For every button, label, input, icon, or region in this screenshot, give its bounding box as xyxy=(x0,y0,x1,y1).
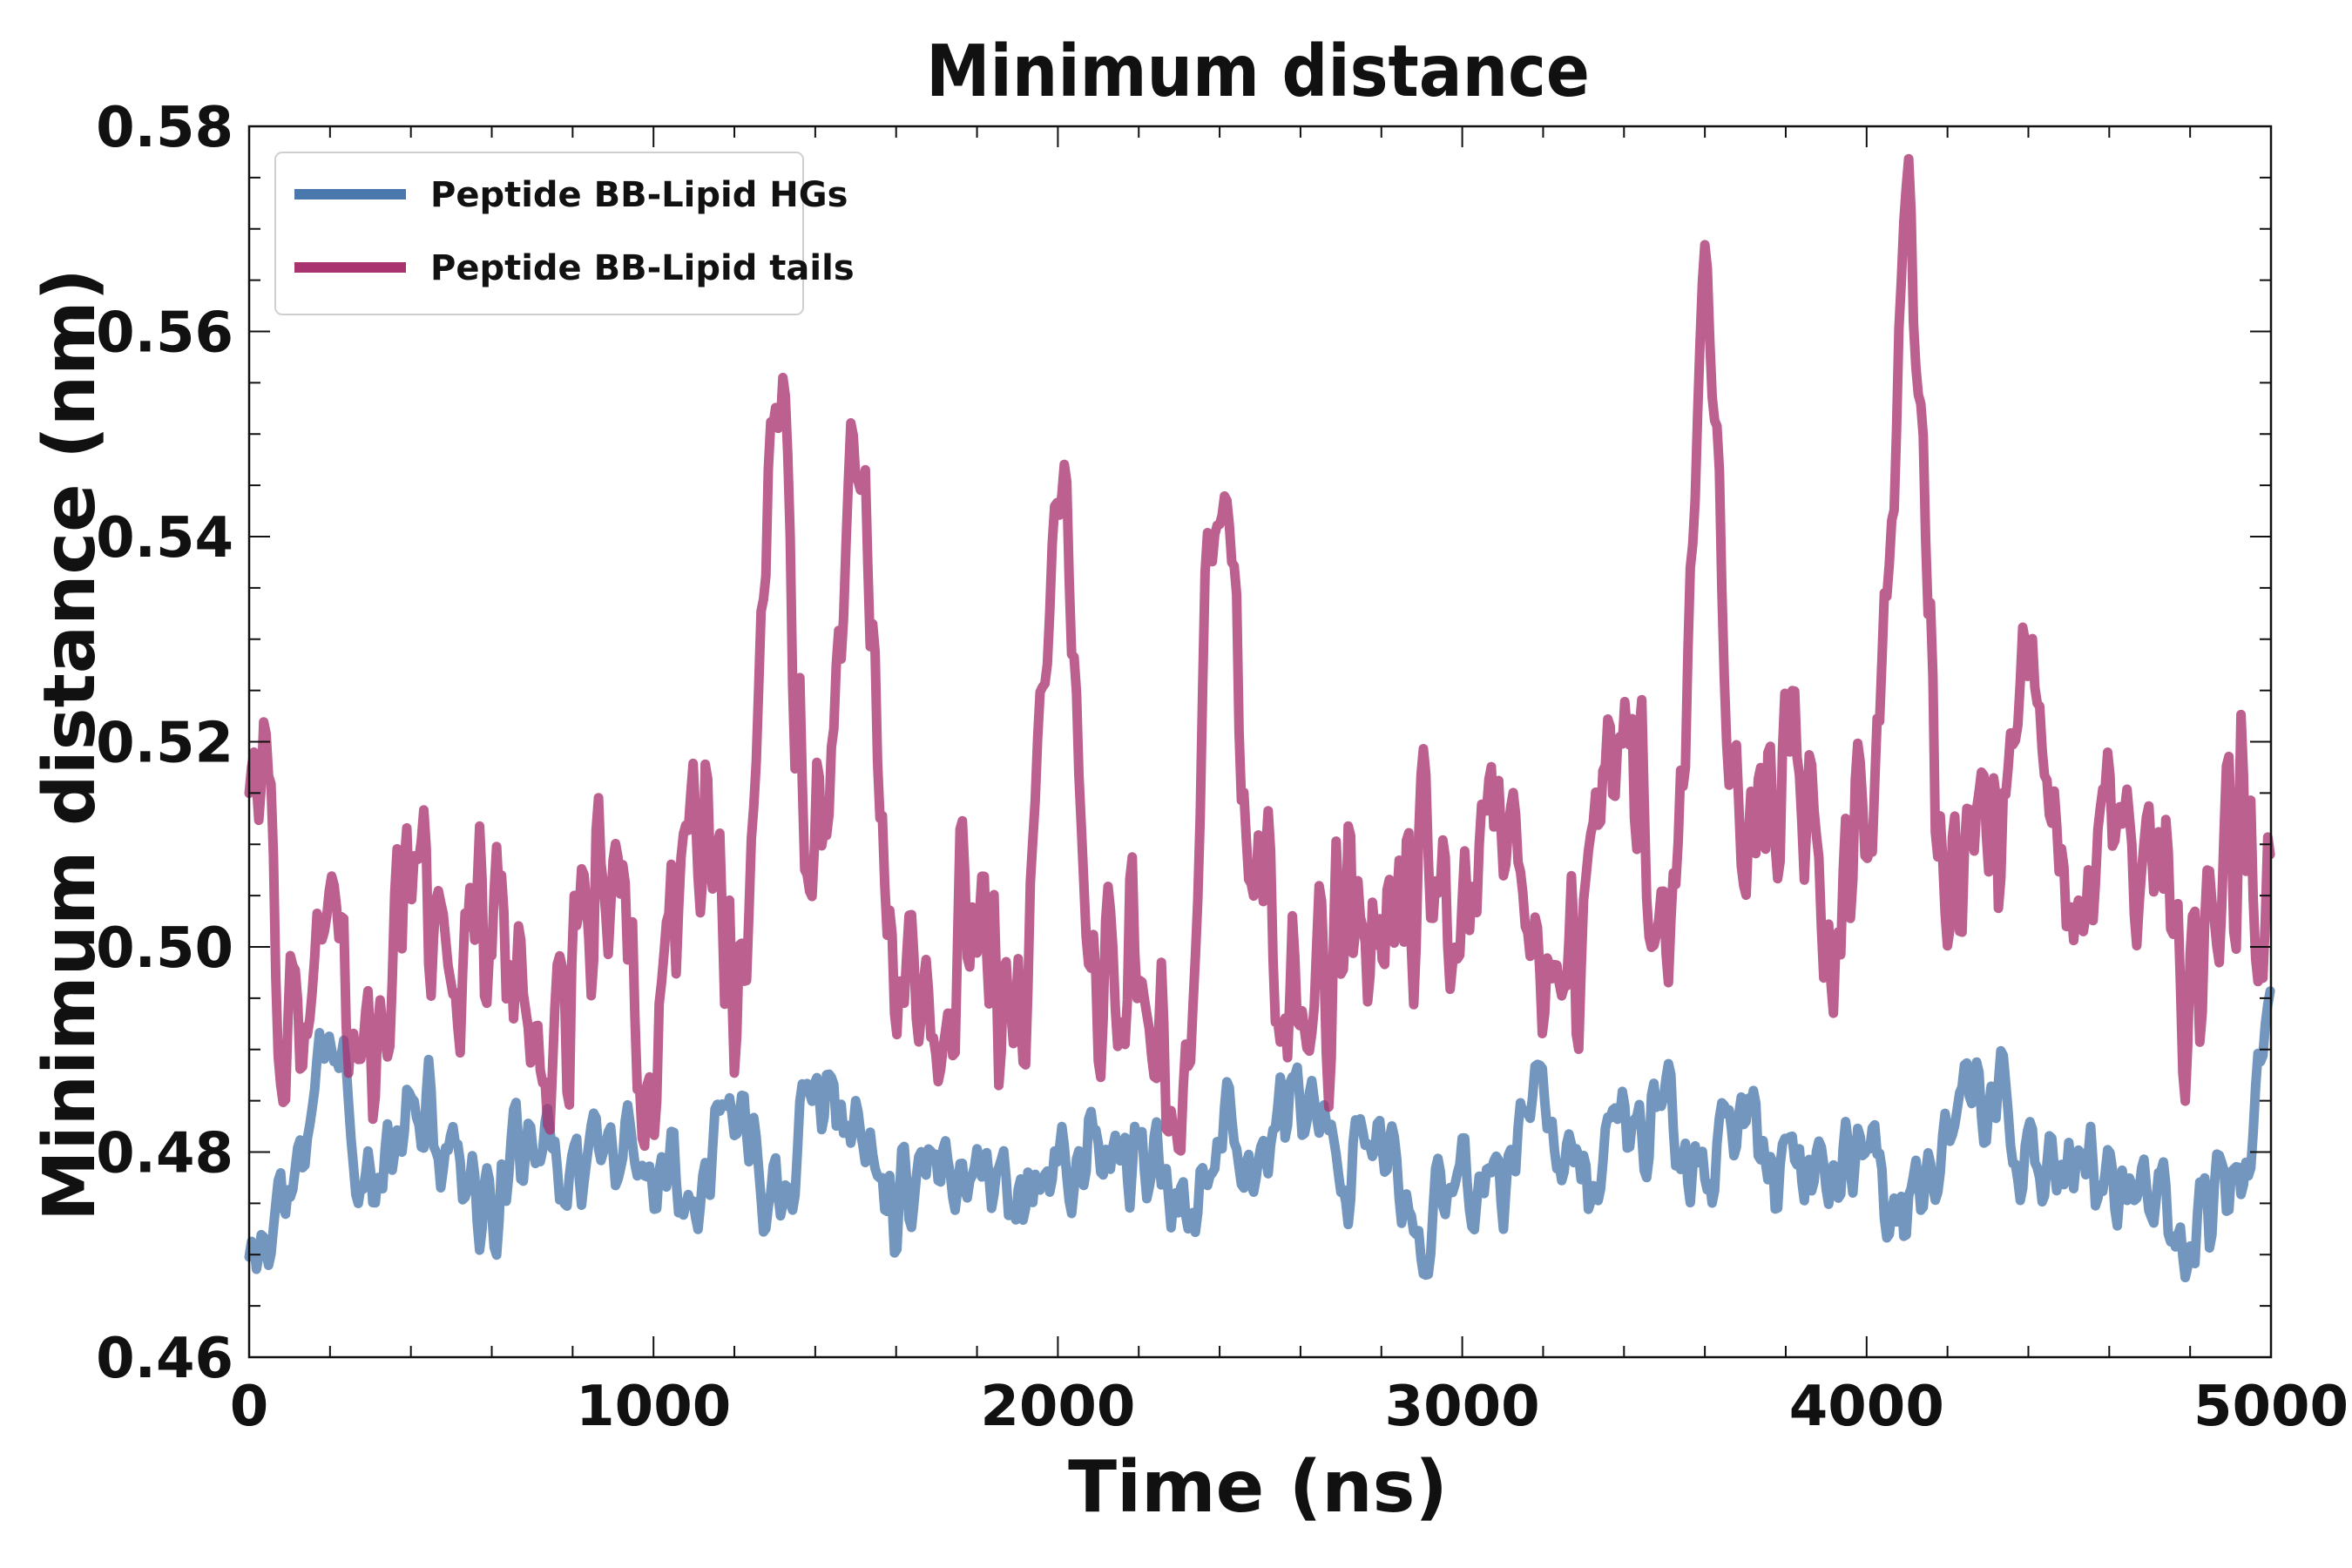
legend-box xyxy=(274,152,804,315)
x-axis-label: Time (ns) xyxy=(1068,1446,1448,1529)
y-tick-label: 0.56 xyxy=(96,301,233,366)
y-tick-label: 0.46 xyxy=(96,1327,233,1391)
y-tick-label: 0.54 xyxy=(96,506,233,571)
x-tick-label: 3000 xyxy=(1385,1375,1540,1439)
x-tick-label: 1000 xyxy=(576,1375,731,1439)
y-tick-label: 0.58 xyxy=(96,96,233,160)
y-tick-label: 0.50 xyxy=(96,916,233,981)
series-line-lipid-hgs xyxy=(244,986,2275,1283)
x-tick-label: 2000 xyxy=(980,1375,1135,1439)
y-axis-label: Minimum distance (nm) xyxy=(29,268,112,1221)
legend-label: Peptide BB-Lipid HGs xyxy=(430,175,848,215)
x-tick-label: 4000 xyxy=(1789,1375,1944,1439)
series-line-lipid-tails xyxy=(244,153,2275,1156)
plot-area: 0 1000 2000 3000 4000 5000 0.46 0.48 0.50 0.52 0.5… xyxy=(96,96,2349,1439)
y-tick-label: 0.48 xyxy=(96,1122,233,1186)
y-tick-label: 0.52 xyxy=(96,712,233,776)
x-tick-label: 5000 xyxy=(2193,1375,2349,1439)
chart-title: Minimum distance xyxy=(926,30,1590,113)
x-tick-label: 0 xyxy=(230,1375,269,1439)
legend-label: Peptide BB-Lipid tails xyxy=(430,248,855,288)
